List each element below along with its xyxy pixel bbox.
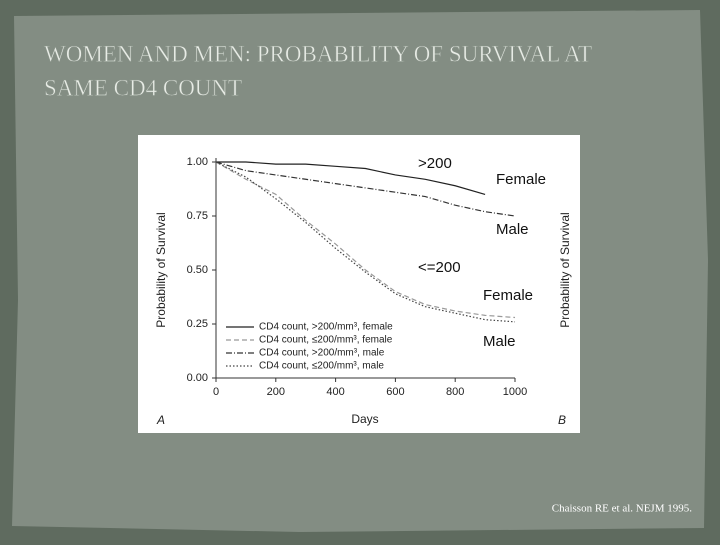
- series-line: [215, 161, 516, 217]
- slide-title: SAME CD4 COUNT: [44, 75, 242, 100]
- y-tick-label: 0.00: [187, 372, 208, 384]
- chart-background: [138, 135, 580, 433]
- x-tick-label: 400: [326, 386, 344, 398]
- annotation: Male: [483, 333, 516, 350]
- annotation: <=200: [418, 259, 461, 276]
- slide-title: WOMEN AND MEN: PROBABILITY OF SURVIVAL A…: [44, 41, 592, 66]
- x-tick-label: 0: [213, 386, 219, 398]
- citation: Chaisson RE et al. NEJM 1995.: [552, 503, 692, 515]
- series-line: [215, 161, 516, 323]
- chart: 0.00 0.25 0.50 0.75 1.00 0 200 400 600 800 1000 Day…: [154, 155, 572, 427]
- x-tick-label: 800: [446, 386, 464, 398]
- x-tick-label: 1000: [503, 386, 527, 398]
- annotation: >200: [418, 155, 452, 172]
- legend-label: CD4 count, ≤200/mm³, female: [259, 335, 393, 346]
- legend-label: CD4 count, >200/mm³, male: [259, 348, 385, 359]
- y-tick-label: 0.75: [187, 210, 208, 222]
- x-axis-label: Days: [351, 412, 378, 426]
- x-tick-label: 200: [267, 386, 285, 398]
- legend-label: CD4 count, >200/mm³, female: [259, 322, 393, 333]
- x-tick-label: 600: [386, 386, 404, 398]
- series-line: [215, 161, 516, 319]
- panel-label: B: [558, 413, 566, 427]
- annotation: Female: [496, 171, 546, 188]
- annotation: Female: [483, 287, 533, 304]
- panel-label: A: [156, 413, 165, 427]
- y-tick-label: 1.00: [187, 156, 208, 168]
- y-axis-label-right: Probability of Survival: [558, 212, 572, 327]
- y-tick-label: 0.50: [187, 264, 208, 276]
- annotation: Male: [496, 221, 529, 238]
- legend-label: CD4 count, ≤200/mm³, male: [259, 361, 384, 372]
- y-axis-label: Probability of Survival: [154, 212, 168, 327]
- series-line: [216, 161, 486, 195]
- y-tick-label: 0.25: [187, 318, 208, 330]
